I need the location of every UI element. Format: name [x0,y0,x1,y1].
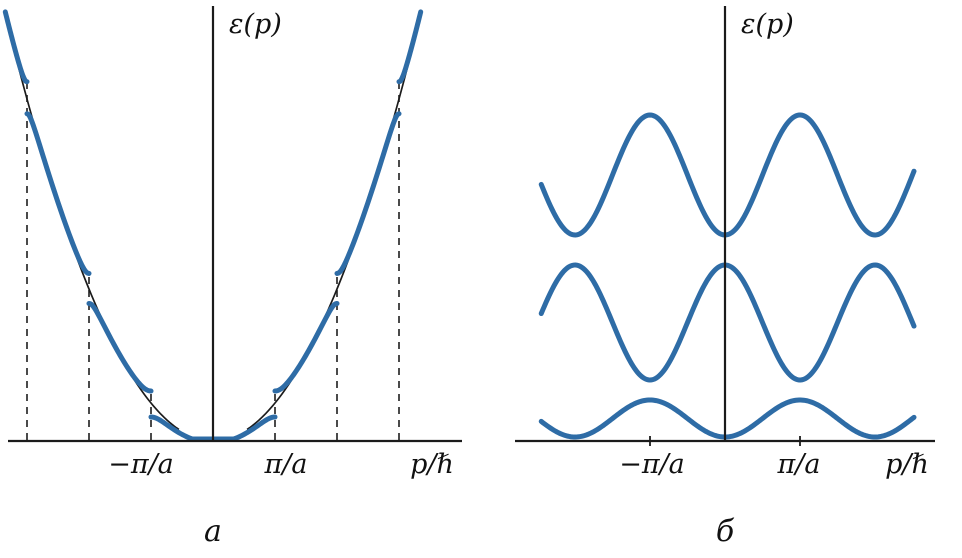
band-curve [538,262,917,383]
panel-a: ε(p) p/ℏ −π/a π/a a [2,6,462,549]
panel-a-tick-label-neg: −π/a [108,449,174,480]
band-curve [538,112,917,238]
panel-a-caption: a [204,514,222,549]
dispersion-curve-segment [24,111,92,276]
panel-a-tick-label-pos: π/a [264,449,308,480]
dispersion-curve-segment [334,111,402,276]
panel-a-x-axis-label: p/ℏ [410,449,454,480]
panel-b-x-axis-label: p/ℏ [885,449,929,480]
band-curve [538,397,917,440]
dispersion-curve-segment [86,300,154,394]
panel-b-tick-label-neg: −π/a [619,449,685,480]
panel-b-y-axis-label: ε(p) [741,9,794,40]
panel-b-curves [538,112,917,440]
panel-b-caption: б [716,514,735,549]
dispersion-curve-segment [2,9,30,85]
dispersion-curve-segment [272,300,340,394]
panel-a-y-axis-label: ε(p) [229,9,282,40]
panel-b-tick-label-pos: π/a [777,449,821,480]
dispersion-curve-segment [396,9,424,85]
panel-b: ε(p) p/ℏ −π/a π/a б [515,6,935,549]
